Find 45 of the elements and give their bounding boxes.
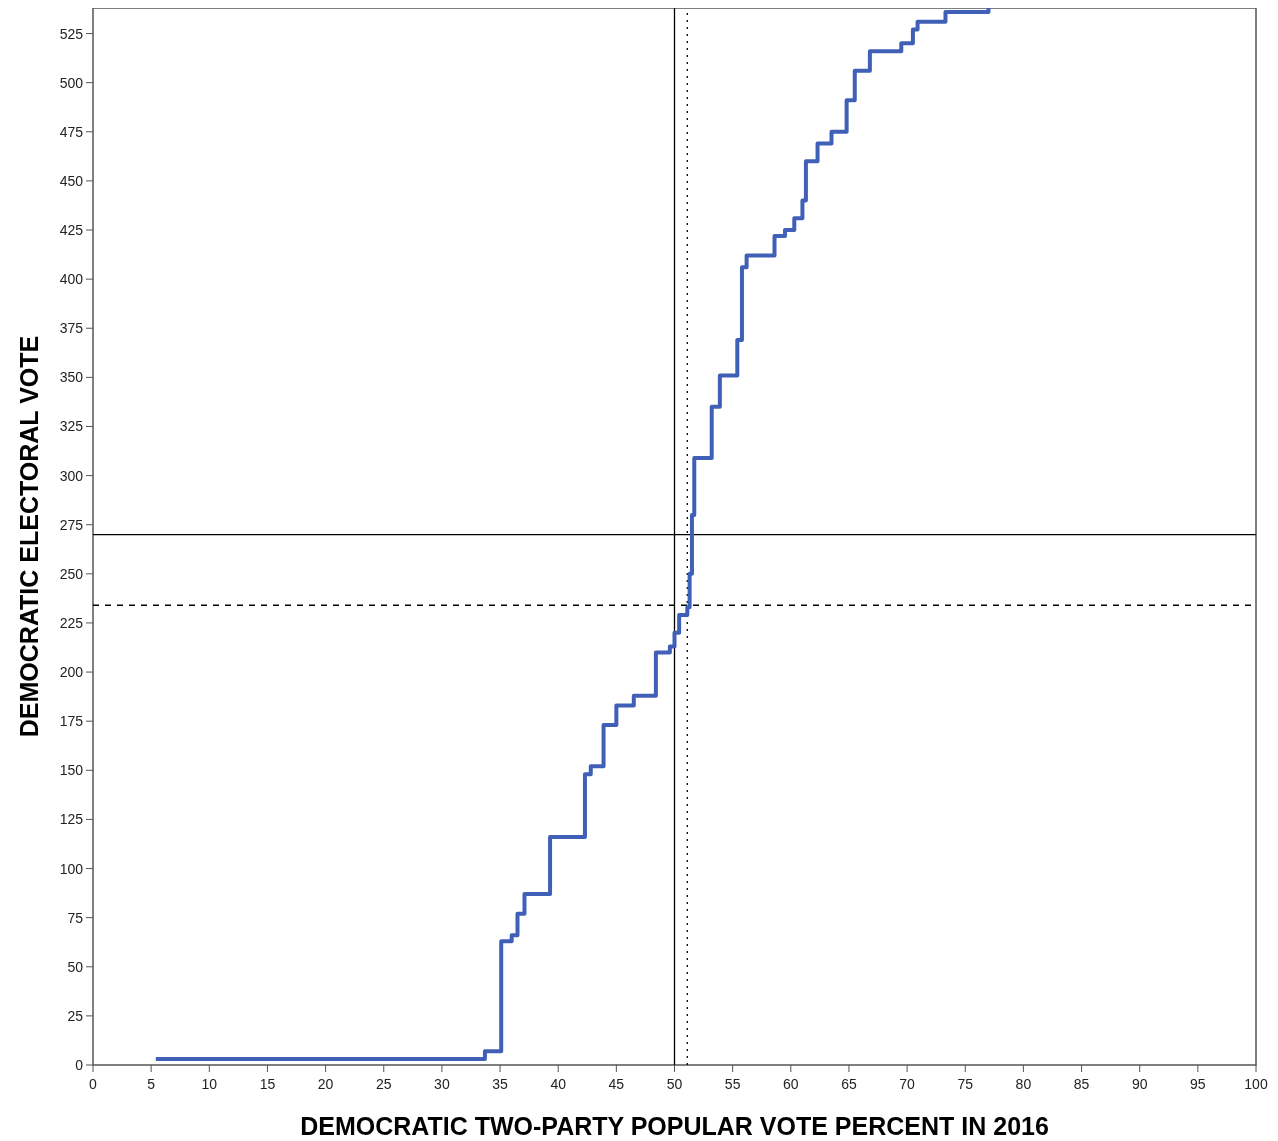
y-tick-label: 525 (59, 25, 84, 42)
x-tick-label: 50 (666, 1076, 683, 1092)
y-axis-title: DEMOCRATIC ELECTORAL VOTE (15, 335, 43, 738)
x-tick-label: 0 (89, 1076, 98, 1092)
y-tick-label: 75 (67, 909, 84, 926)
x-tick-label: 85 (1073, 1076, 1090, 1092)
y-tick-label: 375 (59, 320, 84, 337)
y-tick-label: 475 (59, 123, 84, 140)
y-tick-label: 325 (59, 418, 84, 435)
y-tick-label: 300 (59, 467, 84, 484)
x-tick-label: 5 (147, 1076, 156, 1092)
y-tick-label: 400 (59, 271, 84, 288)
y-tick-label: 50 (67, 958, 84, 975)
x-tick-label: 45 (608, 1076, 625, 1092)
x-tick-label: 65 (841, 1076, 857, 1092)
y-tick-label: 500 (59, 74, 84, 91)
y-tick-label: 100 (59, 860, 84, 877)
x-tick-label: 20 (317, 1076, 334, 1092)
x-tick-label: 70 (899, 1076, 916, 1092)
y-tick-label: 425 (59, 222, 84, 239)
x-tick-label: 15 (259, 1076, 276, 1092)
y-tick-label: 250 (59, 565, 84, 582)
y-tick-label: 450 (59, 172, 84, 189)
y-tick-label: 225 (59, 614, 84, 631)
x-tick-label: 30 (434, 1076, 450, 1092)
x-tick-label: 60 (783, 1076, 799, 1092)
y-tick-label: 275 (59, 516, 84, 533)
x-tick-label: 25 (375, 1076, 392, 1092)
y-tick-label: 125 (59, 811, 84, 828)
x-tick-label: 40 (550, 1076, 567, 1092)
x-tick-label: 10 (201, 1076, 218, 1092)
y-tick-label: 0 (75, 1057, 84, 1073)
y-tick-label: 25 (67, 1007, 84, 1024)
y-tick-label: 350 (59, 369, 84, 386)
x-axis-title: DEMOCRATIC TWO-PARTY POPULAR VOTE PERCENT IN 2016 (300, 1112, 1049, 1140)
x-tick-label: 100 (1244, 1076, 1268, 1092)
x-tick-label: 55 (724, 1076, 741, 1092)
x-tick-label: 90 (1131, 1076, 1148, 1092)
y-tick-label: 200 (59, 664, 84, 681)
x-tick-label: 95 (1190, 1076, 1206, 1092)
x-tick-label: 80 (1015, 1076, 1032, 1092)
y-tick-label: 175 (59, 713, 84, 730)
y-tick-label: 150 (59, 762, 84, 779)
x-tick-label: 35 (492, 1076, 509, 1092)
x-tick-label: 75 (957, 1076, 974, 1092)
